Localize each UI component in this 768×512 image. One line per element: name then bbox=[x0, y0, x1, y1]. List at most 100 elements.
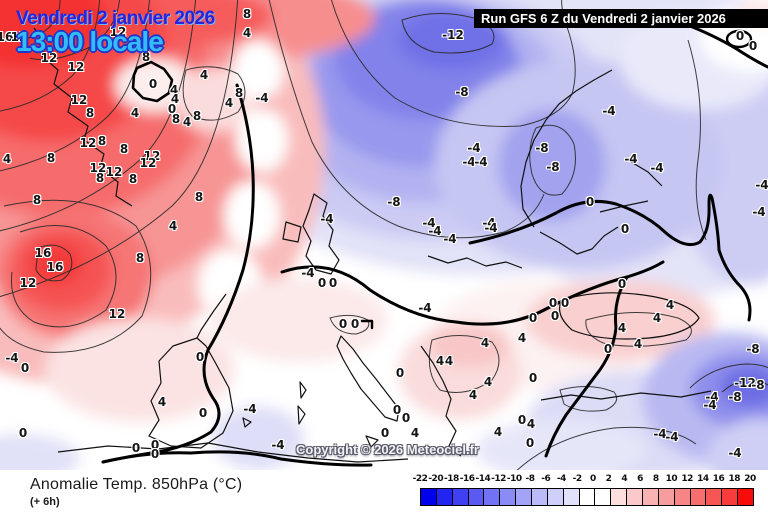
color-scale-legend: -22 -20 -18 -16 -14 -12 -10 -8 -6 -4 -2 0 2 4 6 8 10 12 14… bbox=[413, 470, 764, 512]
legend-cell bbox=[579, 489, 596, 505]
legend-tick: -18 bbox=[444, 474, 459, 484]
contour-label: 4 bbox=[493, 425, 503, 439]
anomaly-map-graphic bbox=[0, 0, 768, 470]
contour-label: -12 bbox=[734, 376, 756, 390]
legend-tick: 20 bbox=[744, 474, 756, 484]
contour-label: 0 bbox=[198, 406, 208, 420]
contour-label: 0 bbox=[603, 342, 613, 356]
contour-label: 12 bbox=[19, 276, 37, 290]
date-label: Vendredi 2 janvier 2026 bbox=[16, 8, 215, 29]
time-label: 13:00 locale bbox=[16, 26, 164, 57]
contour-label: 8 bbox=[242, 7, 252, 21]
contour-label: -4 bbox=[474, 155, 488, 169]
legend-cell bbox=[658, 489, 675, 505]
contour-label: 4 bbox=[182, 115, 192, 129]
contour-label: 4 bbox=[169, 83, 179, 97]
legend-tick: -22 bbox=[412, 474, 428, 484]
legend-cell bbox=[722, 489, 739, 505]
contour-label: 8 bbox=[119, 142, 129, 156]
contour-label: -4 bbox=[705, 390, 719, 404]
contour-label: 0 bbox=[528, 311, 538, 325]
legend-cells bbox=[420, 488, 754, 506]
contour-label: 8 bbox=[192, 109, 202, 123]
legend-tick: 14 bbox=[697, 474, 709, 484]
contour-label: 4 bbox=[483, 375, 493, 389]
contour-label: 4 bbox=[410, 426, 420, 440]
contour-label: -4 bbox=[650, 161, 664, 175]
contour-label: 8 bbox=[128, 172, 138, 186]
contour-label: 12 bbox=[108, 307, 126, 321]
contour-label: 12 bbox=[10, 30, 28, 44]
contour-label: 12 bbox=[70, 93, 88, 107]
legend-tick: -8 bbox=[525, 474, 536, 484]
run-banner: Run GFS 6 Z du Vendredi 2 janvier 2026 bbox=[474, 9, 768, 28]
legend-cell bbox=[516, 489, 533, 505]
contour-label: -8 bbox=[728, 390, 742, 404]
legend-cell bbox=[643, 489, 659, 505]
contour-label: 0 bbox=[350, 317, 360, 331]
contour-label: 12 bbox=[109, 25, 127, 39]
contour-label: 12 bbox=[89, 161, 107, 175]
contour-label: 0 bbox=[148, 77, 158, 91]
contour-label: 8 bbox=[85, 106, 95, 120]
contour-label: 4 bbox=[526, 417, 536, 431]
contour-label: 0 bbox=[380, 426, 390, 440]
copyright-label: Copyright © 2026 Meteociel.fr bbox=[296, 442, 479, 457]
contour-label: -8 bbox=[387, 195, 401, 209]
contour-label: 0 bbox=[620, 222, 630, 236]
legend-cell bbox=[674, 489, 691, 505]
contour-label: 4 bbox=[517, 331, 527, 345]
contour-label: 0 bbox=[328, 276, 338, 290]
legend-tick: 8 bbox=[652, 474, 659, 484]
legend-cell bbox=[421, 489, 437, 505]
contour-label: -4 bbox=[752, 205, 766, 219]
legend-tick: 6 bbox=[637, 474, 643, 484]
legend-tick: 10 bbox=[665, 474, 678, 484]
contour-label: -4 bbox=[602, 104, 616, 118]
contour-label: -4 bbox=[418, 301, 432, 315]
contour-label-layer: 16 12 12 12 12 8 4 8 12 8 0 4 4 4 0 8 4 8 4 8 4 12 8 8 12 12 8 8 12 1… bbox=[0, 7, 768, 461]
contour-label: 12 bbox=[139, 156, 157, 170]
legend-tick: 2 bbox=[605, 474, 612, 484]
map-canvas: 16 12 12 12 12 8 4 8 12 8 0 4 4 4 0 8 4 8 4 8 4 12 8 8 12 12 8 8 12 1… bbox=[0, 0, 768, 470]
legend-cell bbox=[627, 489, 644, 505]
contour-label: 4 bbox=[435, 354, 445, 368]
contour-label: 8 bbox=[97, 134, 107, 148]
legend-tick: 4 bbox=[621, 474, 628, 484]
contour-label: 0 bbox=[560, 296, 570, 310]
contour-label: 16 bbox=[46, 260, 64, 274]
contour-label: 0 bbox=[150, 438, 160, 452]
legend-cell bbox=[468, 489, 485, 505]
legend-cell bbox=[436, 489, 453, 505]
contour-label: -4 bbox=[665, 430, 679, 444]
contour-label: 8 bbox=[32, 193, 42, 207]
contour-label: 16 bbox=[34, 246, 52, 260]
contour-label: 8 bbox=[141, 50, 151, 64]
contour-label: 12 bbox=[40, 51, 58, 65]
contour-label: 0 bbox=[195, 350, 205, 364]
contour-label: 0 bbox=[392, 403, 402, 417]
contour-label: 4 bbox=[170, 92, 180, 106]
forecast-hour-label: (+ 6h) bbox=[30, 496, 60, 508]
contour-label: 4 bbox=[468, 388, 478, 402]
contour-label: -8 bbox=[751, 378, 765, 392]
map-title: Anomalie Temp. 850hPa (°C) bbox=[30, 476, 243, 493]
contour-label: 0 bbox=[150, 447, 160, 461]
legend-cell bbox=[452, 489, 469, 505]
contour-label: 0 bbox=[131, 441, 141, 455]
contour-label: 4 bbox=[633, 337, 643, 351]
contour-label: 12 bbox=[105, 165, 123, 179]
contour-label: -4 bbox=[653, 427, 667, 441]
contour-label: 4 bbox=[242, 26, 252, 40]
legend-ticks: -22 -20 -18 -16 -14 -12 -10 -8 -6 -4 -2 0 2 4 6 8 10 12 14… bbox=[413, 474, 757, 486]
contour-label: 8 bbox=[95, 171, 105, 185]
contour-label: 8 bbox=[46, 151, 56, 165]
legend-tick: -2 bbox=[572, 474, 583, 484]
contour-label: 0 bbox=[550, 309, 560, 323]
contour-label: -8 bbox=[455, 85, 469, 99]
contour-label: -8 bbox=[546, 160, 560, 174]
contour-label: -4 bbox=[624, 152, 638, 166]
contour-label: 0 bbox=[548, 296, 558, 310]
contour-label: 0 bbox=[617, 277, 627, 291]
